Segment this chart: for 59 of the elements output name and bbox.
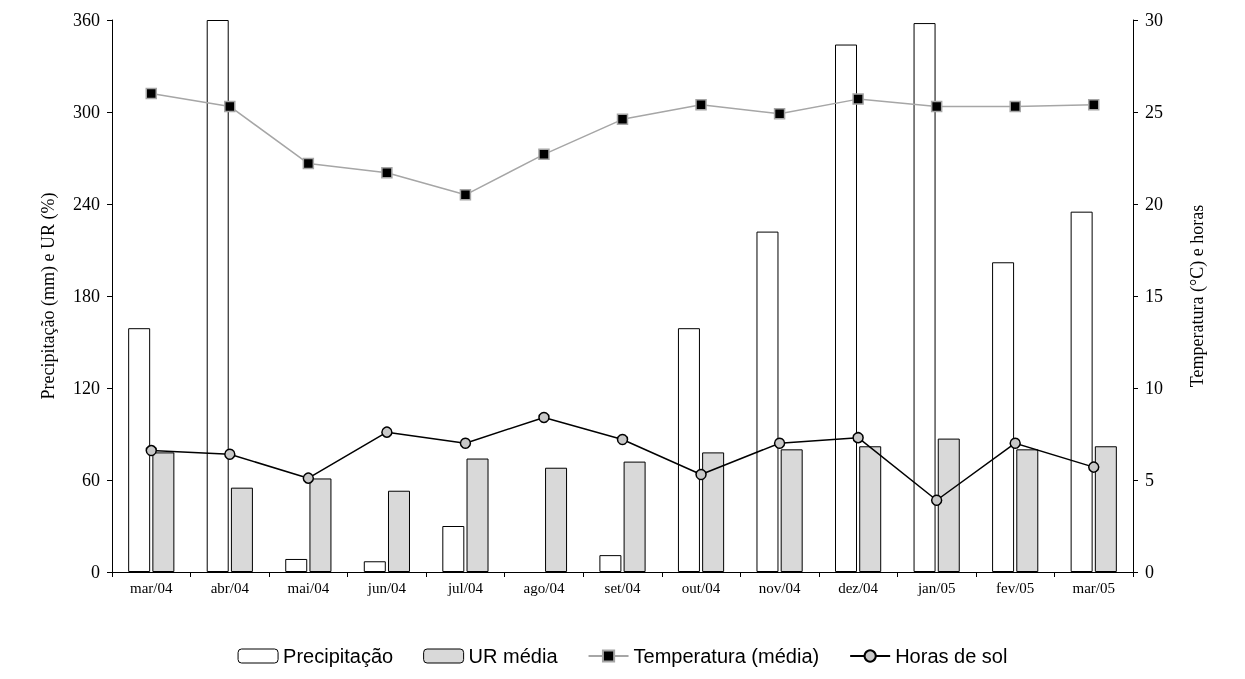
y-tick-label: 300: [73, 102, 100, 122]
point: [773, 108, 786, 120]
y2-tick-label: 25: [1145, 102, 1163, 122]
legend-label: Horas de sol: [895, 645, 1008, 667]
point: [852, 93, 864, 105]
x-tick-label: abr/04: [210, 579, 250, 596]
point: [459, 437, 472, 449]
point: [695, 98, 707, 111]
point: [1009, 437, 1021, 449]
point: [1087, 98, 1100, 111]
legend-label: UR média: [468, 645, 559, 667]
y-tick-label: 180: [73, 286, 100, 306]
point: [538, 148, 550, 161]
point: [459, 189, 472, 201]
y-tick-label: 120: [73, 378, 100, 398]
point: [852, 431, 864, 444]
point: [145, 87, 158, 100]
y-tick-label: 240: [73, 194, 100, 214]
y2-tick-label: 30: [1145, 10, 1163, 30]
legend-label: Temperatura (média): [633, 645, 820, 667]
y2-tick-label: 20: [1145, 194, 1163, 214]
point: [616, 433, 629, 446]
point: [930, 100, 943, 113]
x-tick-label: mar/05: [1072, 579, 1115, 596]
x-tick-label: ago/04: [523, 579, 565, 596]
x-tick-label: dez/04: [838, 579, 879, 596]
y2-axis-title: Temperatura (°C) e horas: [1187, 204, 1208, 388]
x-tick-label: out/04: [681, 579, 721, 596]
point: [302, 157, 315, 170]
y-tick-label: 0: [91, 562, 100, 582]
point: [1009, 100, 1021, 113]
x-tick-label: mar/04: [130, 579, 174, 596]
point: [381, 426, 393, 438]
y2-tick-label: 10: [1145, 378, 1163, 398]
legend-label: Precipitação: [283, 645, 394, 667]
point: [381, 166, 393, 179]
x-tick-label: mai/04: [287, 579, 330, 596]
x-tick-label: jan/05: [916, 579, 956, 596]
y2-tick-label: 5: [1145, 470, 1154, 490]
y2-tick-label: 0: [1145, 562, 1154, 582]
y2-tick-label: 15: [1145, 286, 1163, 306]
point: [695, 468, 707, 481]
point: [538, 411, 550, 424]
y-axis-title: Precipitação (mm) e UR (%): [38, 192, 59, 400]
y-tick-label: 360: [73, 10, 100, 30]
point: [1087, 461, 1100, 473]
point: [616, 113, 629, 126]
x-tick-label: fev/05: [996, 579, 1035, 596]
point: [302, 472, 315, 484]
point: [224, 100, 236, 113]
x-tick-label: jul/04: [446, 579, 484, 596]
point: [773, 437, 786, 449]
point: [224, 448, 236, 460]
y-tick-label: 60: [82, 470, 100, 490]
x-tick-label: jun/04: [366, 579, 407, 596]
x-tick-label: nov/04: [758, 579, 801, 596]
point: [145, 444, 158, 457]
x-tick-label: set/04: [604, 579, 641, 596]
point: [930, 494, 943, 506]
